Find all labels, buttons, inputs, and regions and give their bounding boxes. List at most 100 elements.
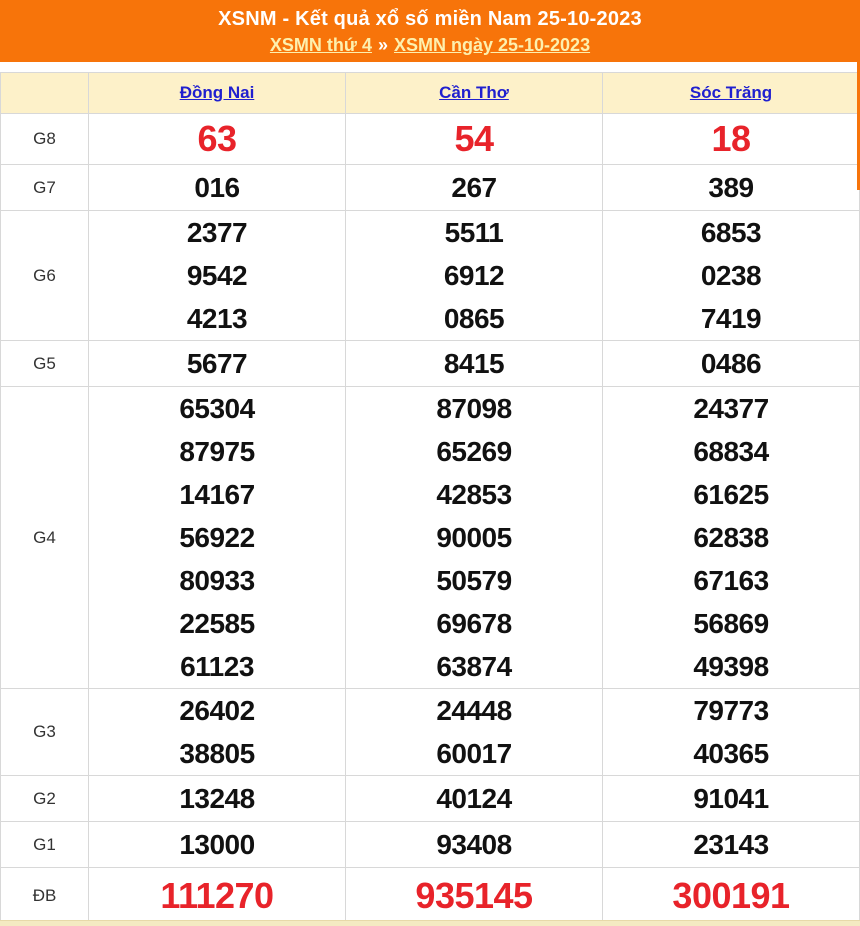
prize-number: 49398 [693,651,769,682]
prize-number: 87975 [179,436,255,467]
link-xsmn-weekday[interactable]: XSMN thứ 4 [269,35,372,55]
prize-number: 54 [454,118,494,159]
prize-number: 23143 [693,829,769,860]
column-header-can-tho: Cần Thơ [345,72,603,114]
prize-number: 67163 [693,565,769,596]
prize-row-G5: G5 5677 8415 0486 [0,340,860,387]
prize-number: 56869 [693,608,769,639]
prize-number: 7419 [700,303,762,334]
prize-number: 0486 [700,348,762,379]
prize-row-G4: G4 65304 87975 14167 56922 80933 22585 61123 870… [0,386,860,689]
prize-cell-G3-col3: 79773 40365 [602,688,860,776]
column-header-soc-trang: Sóc Trăng [602,72,860,114]
prize-row-G6: G6 2377 9542 4213 5511 6912 0865 6853 0238 7419 [0,210,860,341]
prize-number: 40365 [693,738,769,769]
prize-cell-G3-col1: 26402 38805 [88,688,346,776]
prize-label-G3: G3 [0,688,89,776]
column-header-dong-nai: Đồng Nai [88,72,346,114]
prize-number: 61123 [180,651,254,682]
province-link-can-tho[interactable]: Cần Thơ [439,83,509,102]
prize-number: 38805 [179,738,255,769]
prize-row-DB: ĐB 111270 935145 300191 [0,867,860,925]
prize-number: 2377 [186,217,248,248]
prize-number: 0865 [443,303,505,334]
prize-cell-G7-col3: 389 [602,164,860,211]
prize-number: 40124 [436,783,512,814]
prize-number: 69678 [436,608,512,639]
prize-number: 6853 [700,217,762,248]
prize-cell-DB-col1: 111270 [88,867,346,925]
results-table-container: Đồng Nai Cần Thơ Sóc Trăng G8 63 54 18 G7 016… [0,72,860,925]
prize-number: 50579 [436,565,512,596]
prize-cell-G1-col3: 23143 [602,821,860,868]
prize-row-G8: G8 63 54 18 [0,113,860,165]
prize-label-G6: G6 [0,210,89,341]
prize-cell-G2-col1: 13248 [88,775,346,822]
corner-cell [0,72,89,114]
prize-cell-G6-col3: 6853 0238 7419 [602,210,860,341]
prize-cell-G4-col1: 65304 87975 14167 56922 80933 22585 61123 [88,386,346,689]
prize-label-G1: G1 [0,821,89,868]
prize-number: 68834 [693,436,769,467]
prize-number: 63874 [436,651,512,682]
prize-cell-G1-col2: 93408 [345,821,603,868]
prize-number: 8415 [443,348,505,379]
prize-number: 80933 [179,565,255,596]
prize-number: 4213 [186,303,248,334]
province-link-soc-trang[interactable]: Sóc Trăng [689,83,773,102]
prize-number: 91041 [693,783,769,814]
prize-number: 0238 [700,260,762,291]
prize-number: 87098 [436,393,512,424]
prize-cell-G2-col2: 40124 [345,775,603,822]
prize-cell-G7-col2: 267 [345,164,603,211]
prize-number: 56922 [179,522,255,553]
link-xsmn-date[interactable]: XSMN ngày 25-10-2023 [393,35,591,55]
prize-row-G7: G7 016 267 389 [0,164,860,211]
prize-cell-G5-col3: 0486 [602,340,860,387]
prize-number: 9542 [186,260,248,291]
prize-number: 389 [708,172,754,203]
prize-number: 62838 [693,522,769,553]
breadcrumb: XSMN thứ 4» XSMN ngày 25-10-2023 [0,32,860,58]
right-edge-orange-strip [857,0,860,190]
prize-cell-G7-col1: 016 [88,164,346,211]
prize-label-G4: G4 [0,386,89,689]
prize-number: 79773 [693,695,769,726]
page-header: XSNM - Kết quả xổ số miền Nam 25-10-2023… [0,0,860,62]
results-table: Đồng Nai Cần Thơ Sóc Trăng G8 63 54 18 G7 016… [0,72,860,925]
prize-number: 5677 [186,348,248,379]
prize-cell-G4-col3: 24377 68834 61625 62838 67163 56869 49398 [602,386,860,689]
prize-number: 300191 [672,875,790,916]
prize-number: 14167 [179,479,255,510]
prize-number: 61625 [693,479,769,510]
prize-number: 65269 [436,436,512,467]
prize-cell-G6-col2: 5511 6912 0865 [345,210,603,341]
prize-number: 13248 [179,783,255,814]
prize-number: 016 [194,172,240,203]
prize-row-G2: G2 13248 40124 91041 [0,775,860,822]
breadcrumb-separator: » [377,35,388,55]
province-link-dong-nai[interactable]: Đồng Nai [179,83,255,102]
prize-cell-G8-col1: 63 [88,113,346,165]
page-title: XSNM - Kết quả xổ số miền Nam 25-10-2023 [218,8,642,30]
prize-label-G2: G2 [0,775,89,822]
prize-label-DB: ĐB [0,867,89,925]
prize-cell-G3-col2: 24448 60017 [345,688,603,776]
prize-number: 18 [711,118,751,159]
prize-cell-G8-col3: 18 [602,113,860,165]
prize-cell-DB-col3: 300191 [602,867,860,925]
prize-number: 65304 [179,393,255,424]
prize-label-G5: G5 [0,340,89,387]
prize-number: 24448 [436,695,512,726]
prize-cell-G1-col1: 13000 [88,821,346,868]
prize-number: 63 [197,118,237,159]
prize-number: 267 [451,172,497,203]
prize-cell-G2-col3: 91041 [602,775,860,822]
prize-cell-G4-col2: 87098 65269 42853 90005 50579 69678 63874 [345,386,603,689]
prize-number: 6912 [443,260,505,291]
prize-number: 93408 [436,829,512,860]
prize-cell-G5-col1: 5677 [88,340,346,387]
prize-cell-G8-col2: 54 [345,113,603,165]
prize-number: 22585 [179,608,255,639]
